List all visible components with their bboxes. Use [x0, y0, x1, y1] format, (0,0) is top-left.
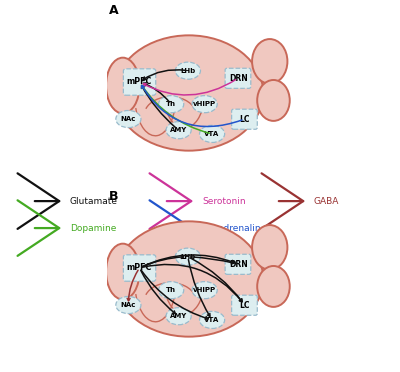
FancyArrowPatch shape [190, 258, 242, 302]
Text: DRN: DRN [229, 74, 248, 83]
Ellipse shape [166, 122, 191, 139]
Ellipse shape [114, 221, 263, 337]
Text: LC: LC [239, 115, 250, 124]
Ellipse shape [114, 35, 263, 151]
Ellipse shape [200, 125, 225, 142]
Text: Glutamate: Glutamate [70, 197, 118, 206]
Text: VTA: VTA [204, 317, 220, 323]
Ellipse shape [116, 110, 141, 128]
Text: AMY: AMY [170, 127, 187, 133]
Text: GABA: GABA [314, 197, 339, 206]
FancyArrowPatch shape [142, 264, 242, 302]
Text: Dopamine: Dopamine [70, 224, 116, 232]
Text: NAc: NAc [121, 302, 136, 308]
FancyArrowPatch shape [141, 270, 175, 314]
FancyArrowPatch shape [143, 70, 185, 80]
Text: Th: Th [166, 101, 176, 107]
Text: A: A [109, 4, 118, 17]
Ellipse shape [175, 62, 200, 79]
Text: LHb: LHb [180, 68, 196, 74]
FancyArrowPatch shape [142, 256, 184, 267]
FancyArrowPatch shape [142, 86, 209, 133]
Text: vHIPP: vHIPP [193, 287, 216, 293]
Ellipse shape [257, 80, 290, 121]
Ellipse shape [192, 96, 217, 113]
Text: AMY: AMY [170, 313, 187, 319]
Ellipse shape [175, 248, 200, 265]
Ellipse shape [106, 244, 140, 299]
Text: B: B [109, 190, 118, 203]
Ellipse shape [106, 58, 140, 113]
Text: DRN: DRN [229, 260, 248, 269]
FancyArrowPatch shape [142, 86, 176, 128]
Text: Serotonin: Serotonin [202, 197, 246, 206]
Ellipse shape [200, 311, 225, 328]
Ellipse shape [257, 266, 290, 307]
Text: NAc: NAc [121, 116, 136, 122]
FancyArrowPatch shape [142, 255, 234, 267]
Ellipse shape [116, 296, 141, 314]
Text: mPFC: mPFC [127, 263, 152, 272]
FancyArrowPatch shape [142, 86, 242, 126]
FancyBboxPatch shape [225, 68, 251, 89]
Ellipse shape [252, 39, 288, 84]
Text: LHb: LHb [180, 254, 196, 260]
Text: LC: LC [239, 301, 250, 310]
FancyArrowPatch shape [191, 257, 234, 264]
FancyArrowPatch shape [141, 270, 208, 320]
Text: Noradrenalin: Noradrenalin [202, 224, 261, 232]
Ellipse shape [159, 282, 184, 299]
FancyBboxPatch shape [225, 254, 251, 275]
FancyBboxPatch shape [123, 69, 156, 95]
Ellipse shape [192, 282, 217, 299]
Text: vHIPP: vHIPP [193, 101, 216, 107]
Ellipse shape [166, 308, 191, 325]
FancyBboxPatch shape [232, 295, 257, 315]
FancyArrowPatch shape [144, 83, 170, 102]
Text: mPFC: mPFC [127, 77, 152, 86]
Text: VTA: VTA [204, 131, 220, 137]
Ellipse shape [252, 225, 288, 270]
FancyBboxPatch shape [232, 109, 257, 129]
FancyBboxPatch shape [123, 255, 156, 281]
FancyArrowPatch shape [127, 270, 138, 301]
Ellipse shape [159, 96, 184, 113]
FancyArrowPatch shape [143, 80, 236, 95]
FancyArrowPatch shape [188, 259, 210, 316]
Text: Th: Th [166, 287, 176, 293]
